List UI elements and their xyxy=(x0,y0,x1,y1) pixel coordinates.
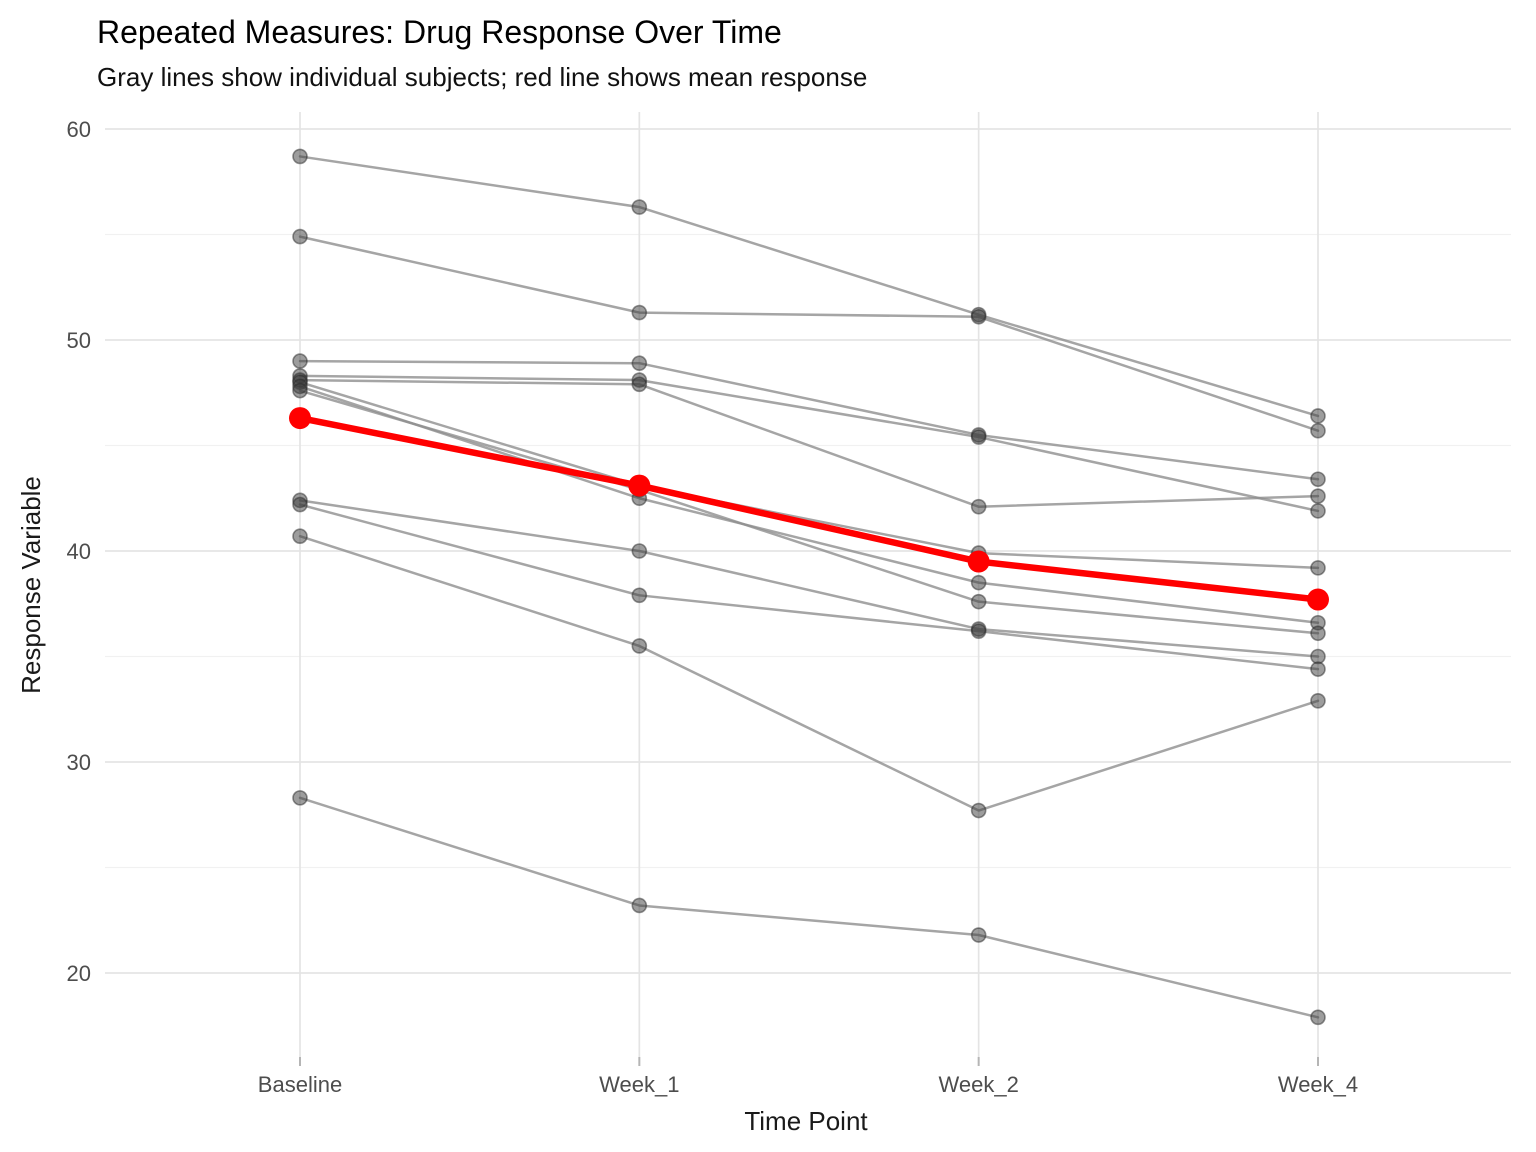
y-tick-label: 20 xyxy=(67,961,91,986)
subject-point xyxy=(970,593,987,610)
gridlines-layer xyxy=(105,112,1511,1057)
mean-point xyxy=(1306,588,1329,611)
subject-point xyxy=(631,304,648,321)
mean-point xyxy=(967,550,990,573)
axis-text-layer: 20 30 40 50 60 Baseline Week_1 Week_2 Week_4 xyxy=(67,117,1359,1097)
subject-line xyxy=(298,796,1320,1019)
subject-point xyxy=(1310,661,1326,677)
subject-point xyxy=(970,308,987,325)
subject-point xyxy=(292,353,308,369)
subject-point xyxy=(631,199,648,215)
subject-point xyxy=(1310,488,1326,504)
mean-line-layer xyxy=(289,407,1329,611)
chart-subtitle: Gray lines show individual subjects; red… xyxy=(97,62,867,92)
subject-lines-layer xyxy=(292,148,1326,1026)
x-axis-title: Time Point xyxy=(744,1106,868,1136)
subject-point xyxy=(292,790,308,806)
mean-point xyxy=(628,474,651,497)
subject-point xyxy=(970,927,987,943)
subject-line xyxy=(298,385,1320,624)
y-tick-label: 40 xyxy=(67,539,91,564)
chart-title: Repeated Measures: Drug Response Over Ti… xyxy=(97,14,782,50)
subject-point xyxy=(292,496,308,513)
subject-line xyxy=(298,378,1320,508)
subject-line xyxy=(298,499,1320,658)
subject-point xyxy=(1310,625,1326,642)
subject-point xyxy=(631,897,648,914)
subject-point xyxy=(1310,693,1326,709)
x-tick-label: Week_4 xyxy=(1278,1072,1358,1097)
subject-line xyxy=(298,374,1320,513)
subject-line xyxy=(298,155,1320,418)
subject-point xyxy=(292,382,308,399)
subject-point xyxy=(970,802,987,819)
subject-point xyxy=(292,148,308,165)
subject-point xyxy=(631,355,648,372)
subject-point xyxy=(1310,1009,1326,1026)
subject-line xyxy=(298,389,1320,635)
subject-point xyxy=(1310,503,1326,519)
subject-point xyxy=(631,376,648,393)
x-tick-label: Week_1 xyxy=(599,1072,679,1097)
subject-line xyxy=(298,503,1320,671)
subject-point xyxy=(292,528,308,545)
subject-point xyxy=(1310,560,1326,576)
mean-line xyxy=(296,414,1322,603)
subject-point xyxy=(970,429,987,445)
subject-point xyxy=(292,228,308,245)
subject-point xyxy=(631,587,648,604)
subject-line xyxy=(298,235,1320,432)
y-tick-label: 60 xyxy=(67,117,91,142)
x-tick-label: Baseline xyxy=(258,1072,342,1097)
subject-line xyxy=(298,359,1320,481)
subject-point xyxy=(631,638,648,654)
y-tick-label: 50 xyxy=(67,328,91,353)
axis-ticks-layer xyxy=(299,1057,1319,1066)
subject-point xyxy=(1310,422,1326,439)
x-tick-label: Week_2 xyxy=(939,1072,1019,1097)
mean-point xyxy=(289,407,311,430)
y-tick-label: 30 xyxy=(67,750,91,775)
subject-line xyxy=(298,380,1320,570)
y-axis-title: Response Variable xyxy=(16,476,46,694)
subject-point xyxy=(970,498,987,515)
subject-point xyxy=(970,623,987,639)
subject-point xyxy=(631,543,648,559)
subject-point xyxy=(1310,408,1326,424)
subject-line xyxy=(298,534,1320,812)
subject-point xyxy=(970,574,987,591)
subject-point xyxy=(1310,471,1326,488)
